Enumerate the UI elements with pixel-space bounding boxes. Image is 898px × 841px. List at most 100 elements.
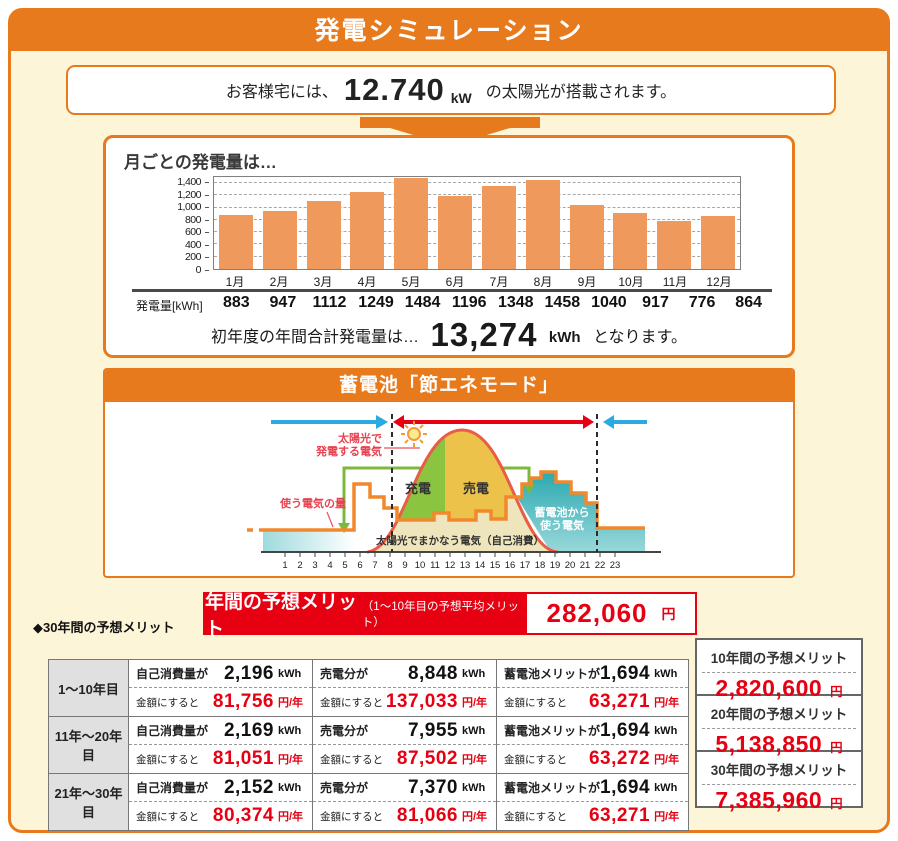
bar-month-11	[652, 177, 696, 269]
yen-unit: 円/年	[278, 811, 304, 823]
gridline	[214, 243, 740, 245]
hour-label: 9	[402, 560, 407, 571]
bar-month-4	[345, 177, 389, 269]
y-tick	[205, 194, 209, 196]
merit-cell: 蓄電池メリットが 1,694 kWh 金額にすると 63,271 円/年	[495, 773, 690, 831]
yen-value: 137,033	[385, 691, 458, 712]
yen-value: 63,271	[588, 805, 651, 826]
kwh-unit: kWh	[462, 724, 486, 737]
generation-value-4: 1249	[358, 294, 394, 311]
quantity-label: 売電分が	[320, 781, 369, 795]
quantity-label: 蓄電池メリットが	[504, 724, 601, 738]
discharge-arrow-icon	[523, 484, 535, 494]
merit-cell: 自己消費量が 2,196 kWh 金額にすると 81,756 円/年	[128, 659, 313, 717]
summary-unit: 円	[830, 685, 843, 699]
hour-label: 17	[520, 560, 531, 571]
month-label-1: 1月	[225, 275, 245, 289]
gridline	[214, 255, 740, 257]
dashed-divider	[702, 728, 856, 729]
yen-unit: 円/年	[278, 697, 304, 709]
generation-value-10: 917	[642, 294, 669, 311]
table-row: 1～10年目 自己消費量が 2,196 kWh 金額にすると 81,756 円/年 売電分が 8…	[48, 659, 690, 717]
daytime-arrow-right-head-icon	[583, 415, 594, 429]
charge-arrow-icon	[338, 523, 350, 533]
self-consume-area	[368, 478, 557, 552]
battery-diagram: 1 2 3 4 5 6 7 8 9 10 11 12 13 14 15 16 17 18 19 20 21 22 23	[247, 414, 661, 571]
yen-value: 81,066	[396, 805, 458, 826]
capacity-prefix: お客様宅には、	[225, 84, 338, 101]
quantity-label: 売電分が	[320, 724, 369, 738]
y-tick	[205, 207, 209, 209]
sell-label: 売電	[463, 481, 489, 496]
bar-month-9	[565, 177, 609, 269]
hour-label: 13	[460, 560, 471, 571]
down-arrow-icon	[360, 117, 540, 152]
hour-label: 18	[535, 560, 546, 571]
capacity-box: お客様宅には、 12.740 kW の太陽光が搭載されます。	[66, 65, 836, 115]
money-label: 金額にすると	[320, 696, 384, 709]
quantity-label: 自己消費量が	[136, 667, 209, 681]
monthly-generation-section: 月ごとの発電量は… 0 200 400 600 800 1,000 1,200 1,400 1…	[103, 135, 795, 358]
generation-value-12: 864	[735, 294, 762, 311]
hour-label: 12	[445, 560, 456, 571]
yen-value: 81,051	[212, 748, 274, 769]
hour-label: 7	[372, 560, 377, 571]
night-arrow-left-head-icon	[376, 415, 388, 429]
charge-label: 充電	[405, 481, 431, 496]
bar-month-3	[302, 177, 346, 269]
money-label: 金額にすると	[320, 810, 384, 823]
bar	[218, 214, 253, 269]
solar-label-line2: 発電する電気	[315, 444, 382, 458]
x-axis-labels: 1月 2月 3月 4月 5月 6月 7月 8月 9月 10月 11月 12月	[213, 273, 741, 290]
page-title: 発電シミュレーション	[11, 11, 887, 51]
y-tick	[205, 182, 209, 184]
y-tick	[205, 270, 209, 271]
bar	[438, 195, 473, 269]
month-label-10: 10月	[618, 275, 644, 289]
month-label-12: 12月	[706, 275, 732, 289]
generation-value-11: 776	[688, 294, 716, 311]
money-label: 金額にすると	[136, 696, 200, 709]
y-tick-label: 1,400	[177, 176, 201, 189]
money-label: 金額にすると	[504, 753, 568, 766]
gridline	[214, 218, 740, 220]
yen-value: 80,374	[212, 805, 274, 826]
kwh-value: 8,848	[407, 662, 458, 684]
battery-use-label-line1: 蓄電池から	[535, 505, 590, 519]
bar-chart	[213, 176, 741, 270]
y-tick-label: 600	[184, 226, 202, 239]
money-label: 金額にすると	[136, 753, 200, 766]
usage-step-line	[247, 470, 645, 532]
merit-table: 1～10年目 自己消費量が 2,196 kWh 金額にすると 81,756 円/年 売電分が 8…	[48, 659, 690, 831]
kwh-value: 2,196	[223, 662, 274, 684]
daytime-arrow-left-head-icon	[393, 415, 404, 429]
bar-month-1	[214, 177, 258, 269]
kwh-unit: kWh	[462, 667, 486, 680]
summary-unit: 円	[830, 741, 843, 755]
generation-value-5: 1484	[404, 294, 441, 311]
hour-label: 22	[595, 560, 606, 571]
summary-box-30y: 30年間の予想メリット 7,385,960 円	[695, 750, 863, 813]
y-tick-label: 1,000	[177, 201, 201, 214]
annual-total-line: 初年度の年間合計発電量は… 13,274 kWh となります。	[106, 316, 792, 354]
bar	[394, 177, 429, 269]
annual-merit-banner: 年間の予想メリット （1～10年目の予想平均メリット） 282,060 円	[203, 592, 697, 640]
annual-total-value: 13,274	[430, 316, 538, 353]
yen-value: 81,756	[212, 691, 274, 712]
kwh-unit: kWh	[654, 724, 678, 737]
gridline	[214, 231, 740, 233]
battery-section-title: 蓄電池「節エネモード」	[105, 370, 793, 402]
month-label-4: 4月	[357, 275, 377, 289]
period-label: 1～10年目	[48, 659, 129, 717]
period-label: 21年～30年目	[48, 773, 129, 831]
month-label-6: 6月	[445, 275, 465, 289]
chart-title: 月ごとの発電量は…	[124, 153, 277, 172]
hour-label: 14	[475, 560, 486, 571]
usage-label: 使う電気の量	[279, 496, 346, 510]
merit-cell: 蓄電池メリットが 1,694 kWh 金額にすると 63,272 円/年	[495, 716, 690, 774]
kwh-value: 2,169	[223, 719, 274, 741]
bar-month-8	[521, 177, 565, 269]
capacity-value: 12.740	[343, 72, 445, 107]
y-tick	[205, 257, 209, 259]
sheet-body: お客様宅には、 12.740 kW の太陽光が搭載されます。 月ごとの発電量は……	[11, 51, 887, 831]
